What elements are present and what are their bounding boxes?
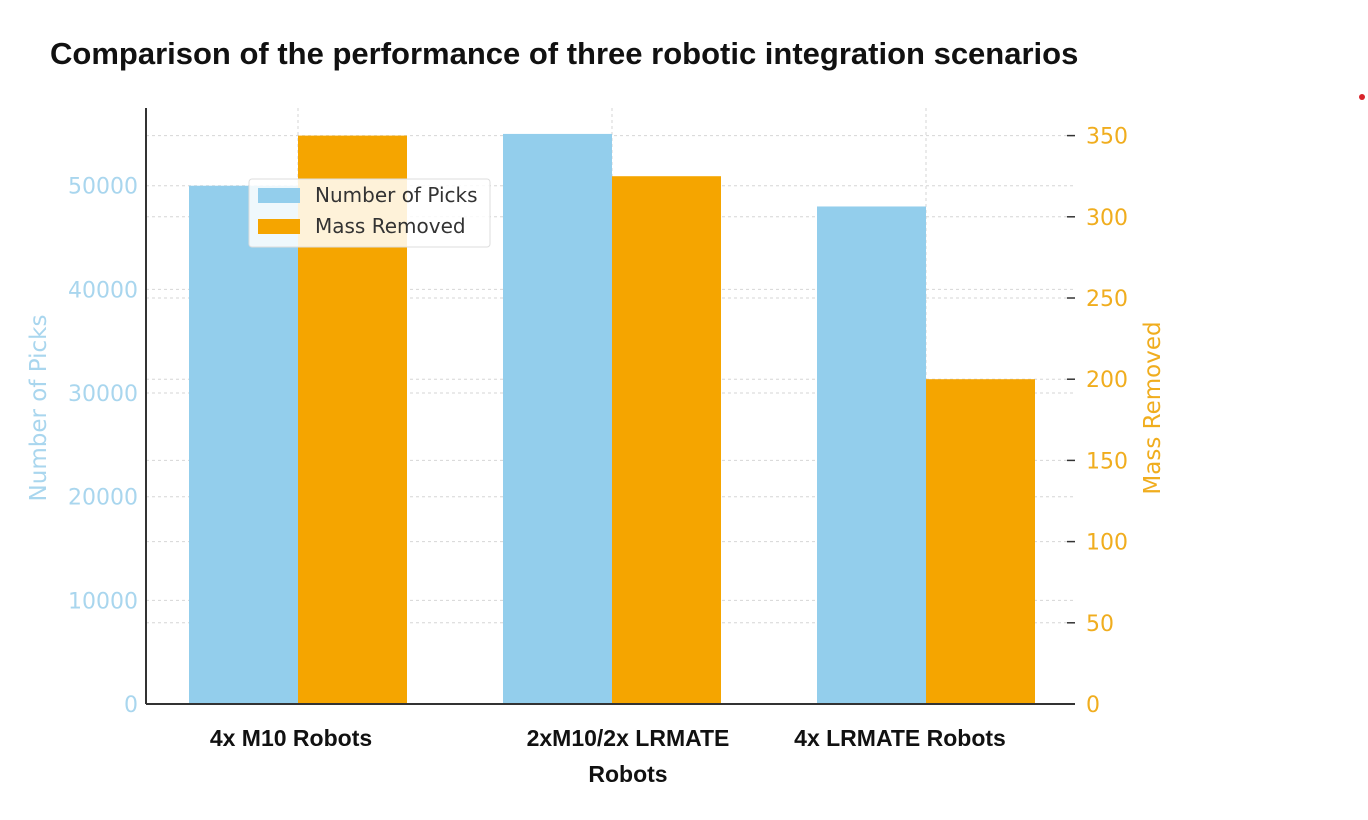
red-dot-marker [1359,94,1365,100]
y-tick-label-left: 30000 [68,382,138,407]
y-tick-label-right: 0 [1086,693,1100,718]
y-axis-title-left: Number of Picks [26,315,52,502]
y-tick-label-left: 40000 [68,278,138,303]
legend: Number of Picks Mass Removed [248,178,491,248]
y-tick-label-right: 50 [1086,612,1114,637]
y-tick-label-left: 20000 [68,486,138,511]
page-title: Comparison of the performance of three r… [50,36,1079,71]
legend-box [248,178,491,248]
y-tick-label-right: 250 [1086,287,1128,312]
y-axis-title-right: Mass Removed [1140,321,1166,494]
bars [189,133,1035,705]
x-category-label: 2xM10/2x LRMATE [527,725,730,751]
y-tick-label-left: 0 [124,693,138,718]
y-tick-label-left: 10000 [68,589,138,614]
y-tick-label-right: 350 [1086,125,1128,150]
y-tick-label-right: 200 [1086,368,1128,393]
bar-mass-removed [926,379,1035,704]
labels: 0 10000 20000 30000 40000 50000 0 50 100 150 200 25… [26,125,1166,787]
bar-number-of-picks [503,133,612,705]
legend-label: Mass Removed [315,214,466,238]
legend-swatch [258,219,300,234]
y-tick-label-left: 50000 [68,175,138,200]
legend-swatch [258,188,300,203]
x-category-label: 4x M10 Robots [210,725,372,751]
y-tick-label-right: 150 [1086,449,1128,474]
bar-number-of-picks [189,185,298,704]
x-category-label: Robots [588,761,667,787]
x-category-label: 4x LRMATE Robots [794,725,1006,751]
axes [145,108,1075,705]
bar-mass-removed [612,176,721,704]
y-tick-label-right: 300 [1086,206,1128,231]
bar-number-of-picks [817,206,926,705]
legend-label: Number of Picks [315,183,478,207]
y-tick-label-right: 100 [1086,531,1128,556]
